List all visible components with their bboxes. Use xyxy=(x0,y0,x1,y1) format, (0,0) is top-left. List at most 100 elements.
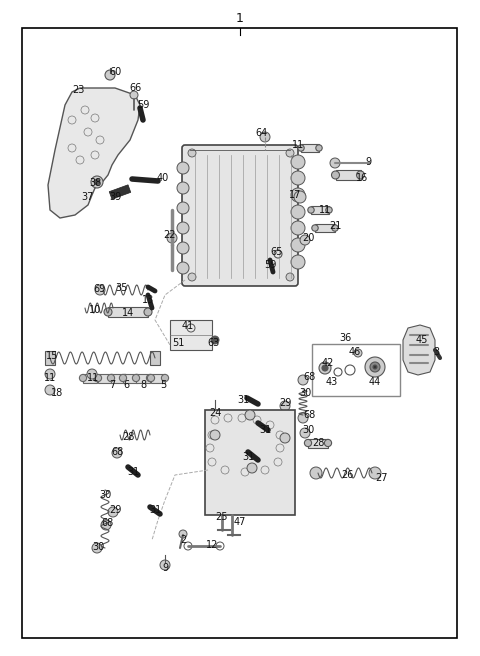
Text: 11: 11 xyxy=(319,205,331,215)
Text: 23: 23 xyxy=(72,85,84,95)
Text: 22: 22 xyxy=(164,230,176,240)
Circle shape xyxy=(94,179,100,185)
Circle shape xyxy=(332,225,338,231)
Text: 35: 35 xyxy=(116,283,128,293)
Circle shape xyxy=(280,401,290,411)
Polygon shape xyxy=(109,185,131,199)
Circle shape xyxy=(330,158,340,168)
Text: 16: 16 xyxy=(356,173,368,183)
Circle shape xyxy=(298,145,304,151)
Bar xyxy=(108,307,148,317)
Text: 41: 41 xyxy=(182,321,194,331)
Text: 11: 11 xyxy=(87,373,99,383)
Text: 68: 68 xyxy=(304,410,316,420)
Text: 28: 28 xyxy=(312,438,324,448)
Circle shape xyxy=(357,171,364,179)
Circle shape xyxy=(45,369,55,379)
Circle shape xyxy=(300,428,310,438)
Bar xyxy=(312,344,400,396)
Circle shape xyxy=(87,369,97,379)
Text: 69: 69 xyxy=(94,284,106,294)
Circle shape xyxy=(310,467,322,479)
Text: 30: 30 xyxy=(99,490,111,500)
Circle shape xyxy=(92,543,102,553)
Text: 11: 11 xyxy=(292,140,304,150)
Text: 59: 59 xyxy=(137,100,149,110)
Text: 31: 31 xyxy=(237,395,249,405)
Bar xyxy=(170,320,212,350)
Circle shape xyxy=(94,375,101,382)
Text: 14: 14 xyxy=(122,308,134,318)
Text: 1: 1 xyxy=(236,12,244,24)
Text: 27: 27 xyxy=(376,473,388,483)
Bar xyxy=(136,373,150,382)
Bar xyxy=(308,438,328,447)
Circle shape xyxy=(291,238,305,252)
Circle shape xyxy=(177,162,189,174)
Text: 68: 68 xyxy=(102,518,114,528)
Bar xyxy=(45,351,55,365)
Bar xyxy=(150,351,160,365)
Circle shape xyxy=(370,362,380,372)
Text: 59: 59 xyxy=(264,260,276,270)
Circle shape xyxy=(108,375,115,382)
Circle shape xyxy=(188,149,196,157)
Text: 8: 8 xyxy=(140,380,146,390)
Circle shape xyxy=(101,520,111,530)
Circle shape xyxy=(365,357,385,377)
Circle shape xyxy=(144,308,152,316)
Bar xyxy=(205,410,295,515)
Circle shape xyxy=(247,463,257,473)
Circle shape xyxy=(286,273,294,281)
Circle shape xyxy=(177,182,189,194)
Text: 11: 11 xyxy=(44,373,56,383)
Text: 38: 38 xyxy=(89,178,101,188)
Text: 63: 63 xyxy=(207,338,219,348)
Circle shape xyxy=(245,410,255,420)
Text: 68: 68 xyxy=(112,447,124,457)
Circle shape xyxy=(308,207,314,213)
Circle shape xyxy=(179,530,187,538)
Text: 20: 20 xyxy=(302,233,314,243)
Circle shape xyxy=(354,349,362,357)
Text: 10: 10 xyxy=(89,305,101,315)
Text: 42: 42 xyxy=(322,358,334,368)
Bar xyxy=(311,206,329,214)
Circle shape xyxy=(312,225,318,231)
Bar xyxy=(301,144,319,152)
Circle shape xyxy=(298,375,308,385)
Circle shape xyxy=(298,413,308,423)
Circle shape xyxy=(211,336,219,344)
Text: 43: 43 xyxy=(326,377,338,387)
Circle shape xyxy=(291,221,305,235)
Text: 18: 18 xyxy=(51,388,63,398)
Circle shape xyxy=(147,375,155,382)
Text: 46: 46 xyxy=(349,347,361,357)
Circle shape xyxy=(291,155,305,169)
Circle shape xyxy=(260,132,270,142)
Text: 47: 47 xyxy=(234,517,246,527)
Bar xyxy=(98,373,112,382)
Text: 64: 64 xyxy=(256,128,268,138)
Circle shape xyxy=(291,188,305,202)
Text: 9: 9 xyxy=(365,157,371,167)
Circle shape xyxy=(108,375,116,382)
Circle shape xyxy=(316,145,322,151)
Circle shape xyxy=(332,171,339,179)
Text: 6: 6 xyxy=(123,380,129,390)
Text: 31: 31 xyxy=(242,452,254,462)
Circle shape xyxy=(79,375,86,382)
Text: 60: 60 xyxy=(109,67,121,77)
Text: 39: 39 xyxy=(109,192,121,202)
Text: 25: 25 xyxy=(216,512,228,522)
FancyBboxPatch shape xyxy=(182,145,298,286)
Circle shape xyxy=(373,365,377,369)
Text: 29: 29 xyxy=(279,398,291,408)
Text: 17: 17 xyxy=(289,190,301,200)
Circle shape xyxy=(210,430,220,440)
Circle shape xyxy=(280,433,290,443)
Circle shape xyxy=(167,233,177,243)
Text: 15: 15 xyxy=(46,351,58,361)
Circle shape xyxy=(108,507,118,517)
Circle shape xyxy=(319,362,331,374)
